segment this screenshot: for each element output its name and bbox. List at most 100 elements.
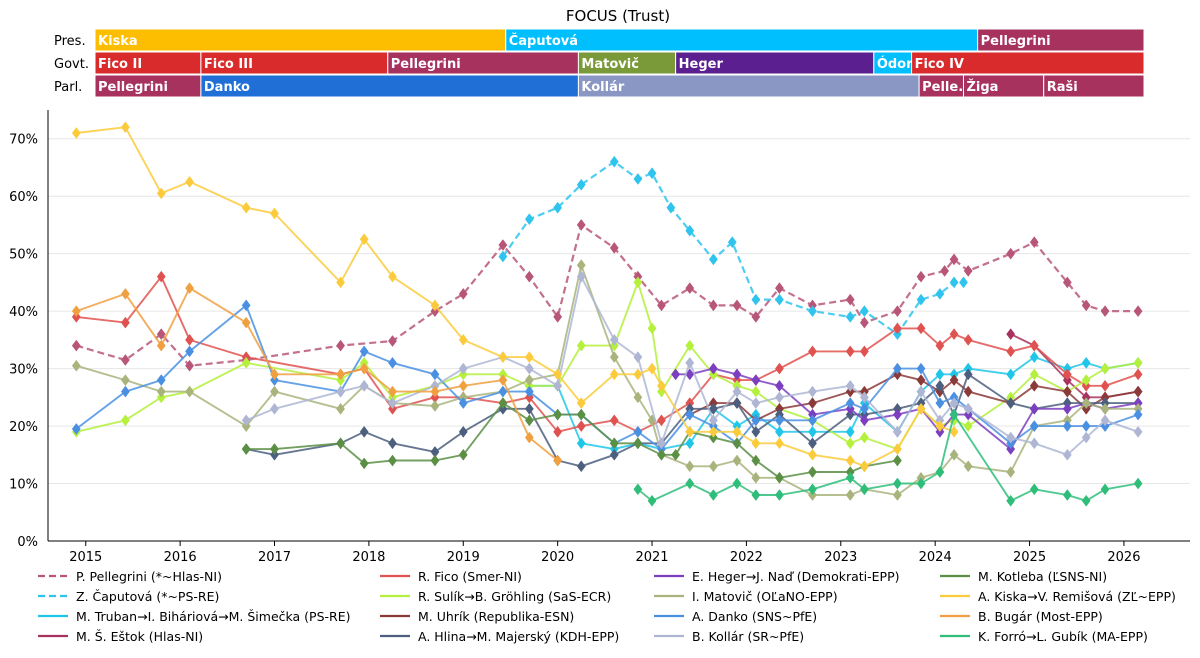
legend-label: I. Matovič (OĽaNO-EPP) bbox=[692, 589, 838, 604]
legend-label: R. Sulík→B. Gröhling (SaS-ECR) bbox=[418, 589, 611, 604]
data-point bbox=[1133, 305, 1143, 318]
data-point bbox=[458, 397, 468, 409]
data-point bbox=[949, 253, 959, 266]
data-point bbox=[647, 167, 657, 180]
data-point bbox=[609, 437, 619, 450]
data-point bbox=[633, 483, 643, 496]
data-point bbox=[633, 368, 643, 381]
data-point bbox=[845, 379, 855, 392]
data-point bbox=[458, 362, 468, 375]
series bbox=[71, 276, 1143, 455]
data-point bbox=[808, 448, 817, 461]
legend-label: E. Heger→J. Naď (Demokrati-EPP) bbox=[692, 569, 900, 584]
data-point bbox=[336, 276, 346, 289]
timeline-segment-label: Pellegrini bbox=[98, 80, 168, 95]
data-point bbox=[1081, 494, 1091, 507]
data-point bbox=[430, 385, 440, 398]
data-point bbox=[671, 448, 681, 461]
data-point bbox=[120, 121, 130, 134]
data-point bbox=[388, 385, 397, 398]
data-point bbox=[685, 224, 695, 237]
data-point bbox=[732, 368, 742, 381]
data-point bbox=[185, 359, 195, 372]
timeline-segment-label: Kollár bbox=[581, 80, 624, 95]
data-point bbox=[185, 175, 195, 188]
data-point bbox=[1006, 431, 1016, 444]
timeline-segment bbox=[977, 28, 1145, 52]
x-tick-label: 2026 bbox=[1107, 550, 1140, 565]
data-point bbox=[120, 316, 130, 329]
data-point bbox=[388, 397, 397, 409]
data-point bbox=[751, 374, 761, 387]
data-point bbox=[916, 477, 926, 490]
data-point bbox=[1062, 489, 1072, 501]
data-point bbox=[775, 437, 784, 450]
data-point bbox=[732, 385, 742, 398]
data-point bbox=[935, 287, 945, 300]
legend-label: P. Pellegrini (*~Hlas-NI) bbox=[76, 569, 222, 584]
series bbox=[71, 121, 959, 473]
legend-label: R. Fico (Smer-NI) bbox=[418, 569, 522, 584]
data-point bbox=[359, 233, 369, 246]
data-point bbox=[892, 443, 902, 455]
legend-label: Z. Čaputová (*~PS-RE) bbox=[76, 589, 219, 604]
data-point bbox=[156, 270, 166, 283]
data-point bbox=[859, 402, 869, 415]
data-point bbox=[1100, 379, 1110, 392]
y-tick-label: 70% bbox=[9, 133, 38, 148]
data-point bbox=[732, 454, 742, 467]
data-point bbox=[241, 316, 251, 329]
data-point bbox=[498, 250, 508, 263]
data-point bbox=[1006, 368, 1016, 381]
data-point bbox=[751, 425, 761, 438]
data-point bbox=[940, 264, 950, 277]
x-tick-label: 2015 bbox=[69, 550, 102, 565]
data-point bbox=[524, 351, 534, 364]
data-point bbox=[1133, 368, 1143, 381]
data-point bbox=[859, 305, 869, 318]
data-point bbox=[775, 391, 784, 404]
data-point bbox=[845, 397, 855, 409]
data-point bbox=[775, 425, 784, 438]
data-point bbox=[241, 299, 251, 312]
data-point bbox=[524, 402, 534, 415]
legend-label: A. Hlina→M. Majerský (KDH-EPP) bbox=[418, 629, 619, 644]
data-point bbox=[336, 368, 346, 381]
data-point bbox=[576, 259, 586, 272]
data-point bbox=[633, 351, 643, 364]
data-point bbox=[524, 213, 534, 226]
data-point bbox=[859, 391, 869, 404]
data-point bbox=[1100, 362, 1110, 375]
data-point bbox=[708, 489, 718, 501]
data-point bbox=[576, 339, 586, 352]
data-point bbox=[892, 489, 902, 501]
data-point bbox=[71, 127, 81, 139]
data-point bbox=[1133, 408, 1143, 421]
data-point bbox=[685, 460, 695, 473]
data-point bbox=[1029, 402, 1039, 415]
data-point bbox=[156, 328, 166, 341]
data-point bbox=[1006, 247, 1016, 260]
data-point bbox=[1062, 402, 1072, 415]
timeline-row-label: Pres. bbox=[54, 34, 86, 49]
data-point bbox=[1029, 379, 1039, 392]
data-point bbox=[498, 351, 508, 364]
data-point bbox=[1006, 494, 1016, 507]
timeline-segment-label: Fico IV bbox=[915, 57, 964, 72]
data-point bbox=[1029, 420, 1039, 432]
timeline-segment-label: Fico III bbox=[204, 57, 253, 72]
data-point bbox=[336, 437, 346, 450]
data-point bbox=[553, 408, 563, 421]
data-point bbox=[498, 385, 508, 398]
timeline-segment-label: Pellegrini bbox=[391, 57, 461, 72]
timeline-row-label: Parl. bbox=[54, 80, 82, 95]
data-point bbox=[657, 414, 666, 427]
data-point bbox=[1081, 356, 1091, 369]
timeline-segment bbox=[1043, 74, 1145, 98]
x-tick-label: 2019 bbox=[447, 550, 480, 565]
data-point bbox=[1006, 328, 1016, 341]
data-point bbox=[498, 397, 508, 409]
data-point bbox=[916, 270, 926, 283]
y-tick-label: 0% bbox=[17, 535, 38, 550]
data-point bbox=[859, 460, 869, 473]
